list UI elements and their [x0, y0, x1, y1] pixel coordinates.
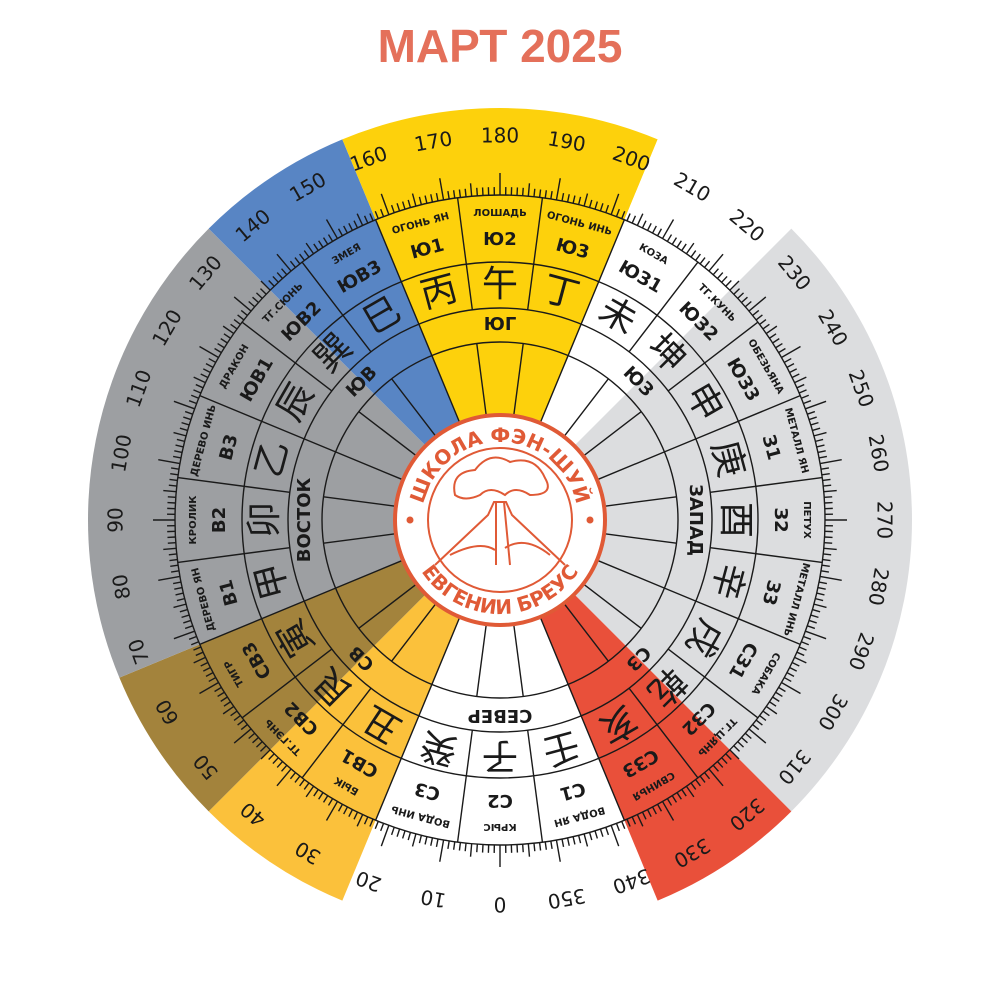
- sector: [342, 108, 658, 520]
- title: МАРТ 2025: [378, 20, 623, 72]
- degree-tick: [555, 839, 561, 862]
- volcano: [434, 456, 566, 566]
- degree-tick: [276, 253, 292, 272]
- mountain-code: В2: [209, 507, 230, 533]
- degree-label: 270: [873, 501, 897, 539]
- degree-tick: [158, 459, 181, 465]
- degree-label: 180: [481, 124, 519, 148]
- mountain-code: З2: [770, 507, 791, 532]
- degree-tick: [380, 193, 390, 215]
- degree-tick: [819, 459, 842, 465]
- degree-tick: [173, 630, 195, 640]
- direction-label: СЕВЕР: [468, 705, 533, 726]
- degree-tick: [610, 193, 620, 215]
- degree-label: 90: [104, 507, 128, 532]
- minor-ticks: [163, 183, 837, 857]
- degree-tick: [233, 296, 252, 312]
- sector: [342, 520, 658, 932]
- degree-tick: [233, 728, 252, 744]
- degree-tick: [610, 825, 620, 847]
- ring: [287, 307, 713, 733]
- mountain-code: Ю2: [483, 229, 517, 250]
- degree-tick: [158, 575, 181, 581]
- logo-inner-circle: [427, 447, 573, 593]
- logo-circle: [393, 413, 607, 627]
- ring: [241, 261, 759, 779]
- logo-dot: [406, 516, 414, 524]
- mountain-name: ПЕТУХ: [801, 501, 812, 539]
- degree-tick: [708, 768, 724, 787]
- mountain-name: КРЫС: [483, 821, 516, 832]
- degree-label: 0: [494, 893, 507, 917]
- mountain-char: 卯: [244, 502, 285, 538]
- degree-label: 80: [107, 572, 135, 601]
- direction-label: ВОСТОК: [294, 477, 315, 562]
- degree-tick: [661, 801, 675, 821]
- degree-tick: [708, 253, 724, 272]
- direction-label: ЮГ: [484, 314, 517, 335]
- degree-tick: [748, 728, 767, 744]
- degree-tick: [173, 400, 195, 410]
- degree-tick: [276, 768, 292, 787]
- ring: [321, 341, 679, 699]
- degree-tick: [439, 178, 445, 201]
- sector: [500, 228, 912, 812]
- degree-tick: [325, 801, 339, 821]
- direction-label: ЗАПАД: [685, 484, 706, 556]
- mountain-char: 酉: [715, 502, 756, 538]
- degree-tick: [805, 630, 827, 640]
- degree-tick: [380, 825, 390, 847]
- sector: [88, 228, 501, 678]
- degree-tick: [805, 400, 827, 410]
- degree-tick: [199, 681, 219, 695]
- degree-tick: [748, 296, 767, 312]
- degree-tick: [819, 575, 842, 581]
- mountain-char: 午: [482, 264, 518, 305]
- degree-label: 10: [419, 885, 448, 913]
- logo-dot: [586, 516, 594, 524]
- mountain-name: КРОЛИК: [188, 495, 199, 545]
- degree-tick: [199, 345, 219, 359]
- mountain-name: ЛОШАДЬ: [473, 208, 526, 219]
- degree-tick: [781, 345, 801, 359]
- mountain-char: 子: [482, 735, 518, 776]
- degree-tick: [325, 219, 339, 239]
- spokes: [177, 197, 823, 843]
- degree-tick: [781, 681, 801, 695]
- degree-tick: [439, 839, 445, 862]
- degree-tick: [555, 178, 561, 201]
- mountain-code: С2: [487, 790, 513, 811]
- degree-tick: [661, 219, 675, 239]
